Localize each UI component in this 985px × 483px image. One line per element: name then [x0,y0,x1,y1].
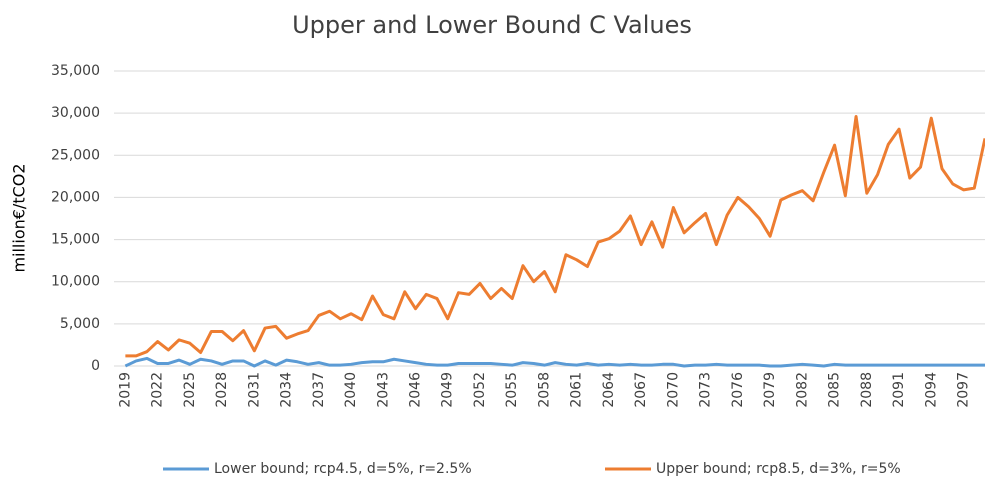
legend-label: Upper bound; rcp8.5, d=3%, r=5% [656,461,901,477]
series-line [125,115,985,358]
y-tick-label: 5,000 [60,316,100,332]
x-tick-label: 2094 [923,372,939,408]
x-tick-label: 2061 [569,372,585,408]
x-tick-label: 2073 [698,372,714,408]
chart-title: Upper and Lower Bound C Values [292,11,692,39]
y-tick-label: 35,000 [51,63,100,79]
x-tick-label: 2019 [117,372,133,408]
series-line [124,356,985,368]
x-tick-label: 2067 [633,372,649,408]
x-tick-label: 2058 [536,372,552,408]
x-tick-label: 2064 [601,372,617,408]
y-tick-label: 10,000 [51,274,100,290]
x-tick-label: 2052 [472,372,488,408]
x-tick-label: 2028 [214,372,230,408]
x-tick-label: 2040 [343,372,359,408]
x-tick-label: 2025 [182,372,198,408]
x-tick-label: 2034 [279,372,295,408]
x-tick-label: 2082 [794,372,810,408]
y-tick-label: 0 [91,358,100,374]
legend-label: Lower bound; rcp4.5, d=5%, r=2.5% [214,461,472,477]
x-tick-label: 2046 [407,372,423,408]
x-tick-label: 2088 [859,372,875,408]
y-tick-label: 30,000 [51,105,100,121]
x-tick-label: 2070 [665,372,681,408]
y-tick-label: 25,000 [51,147,100,163]
x-tick-label: 2049 [440,372,456,408]
x-tick-label: 2055 [504,372,520,408]
y-tick-label: 15,000 [51,232,100,248]
x-tick-label: 2097 [956,372,972,408]
x-tick-label: 2037 [311,372,327,408]
x-tick-label: 2085 [827,372,843,408]
x-tick-label: 2043 [375,372,391,408]
x-tick-label: 2091 [891,372,907,408]
x-tick-label: 2076 [730,372,746,408]
y-tick-label: 20,000 [51,189,100,205]
y-axis-label: million€/tCO2 [10,163,29,272]
x-tick-label: 2079 [762,372,778,408]
x-tick-label: 2022 [150,372,166,408]
x-tick-label: 2031 [246,372,262,408]
